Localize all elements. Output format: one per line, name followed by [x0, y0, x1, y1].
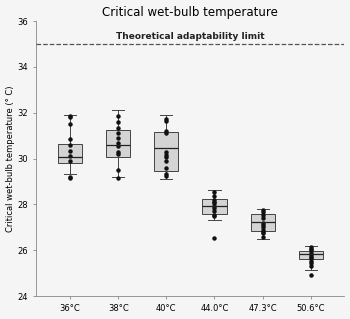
PathPatch shape	[106, 130, 130, 158]
PathPatch shape	[154, 132, 178, 171]
Y-axis label: Critical wet-bulb temperature (° C): Critical wet-bulb temperature (° C)	[6, 85, 15, 232]
Text: Theoretical adaptability limit: Theoretical adaptability limit	[116, 32, 265, 41]
PathPatch shape	[251, 214, 275, 231]
PathPatch shape	[58, 144, 82, 163]
Title: Critical wet-bulb temperature: Critical wet-bulb temperature	[103, 5, 278, 19]
PathPatch shape	[299, 251, 323, 259]
PathPatch shape	[202, 199, 226, 214]
